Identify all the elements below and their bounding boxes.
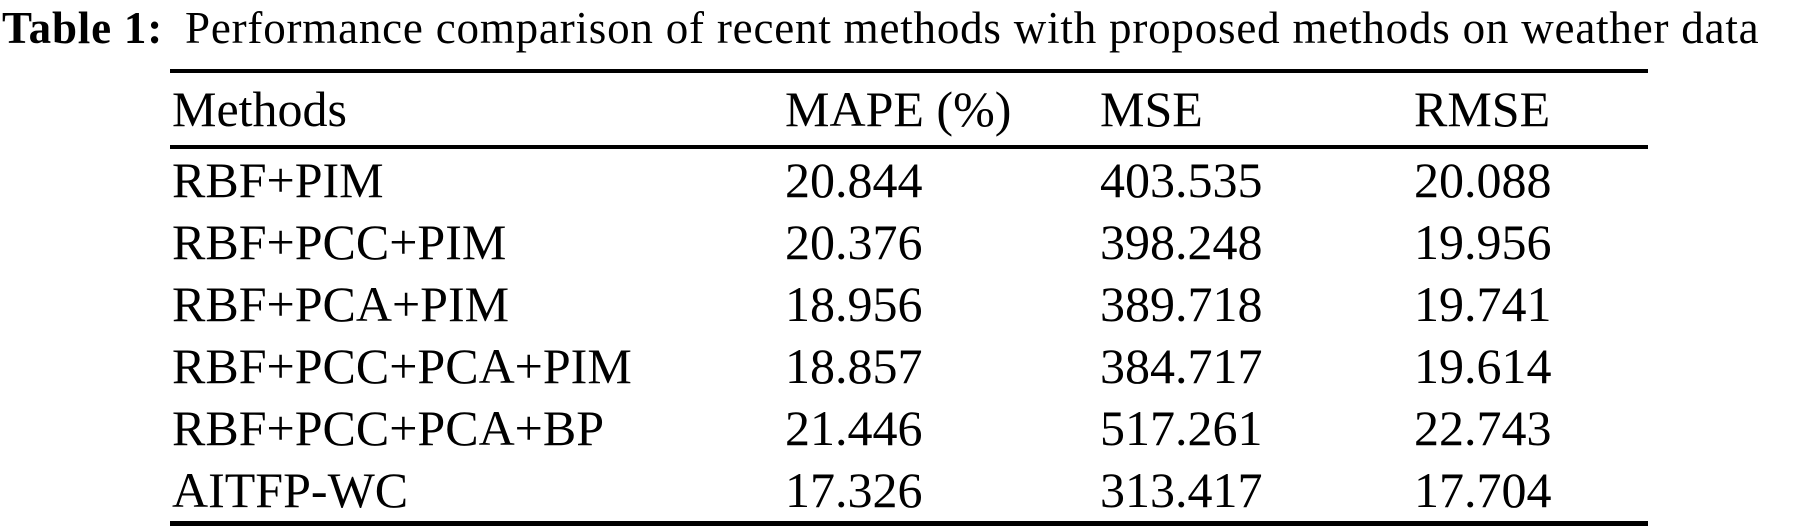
rmse-cell: 22.743 xyxy=(1414,400,1552,456)
rmse-cell: 19.956 xyxy=(1414,214,1552,270)
rmse-cell: 19.741 xyxy=(1414,276,1552,332)
mape-cell: 18.956 xyxy=(785,276,923,332)
method-cell: RBF+PCC+PCA+PIM xyxy=(172,338,632,394)
col-header-mape: MAPE (%) xyxy=(783,71,1098,149)
table-row: RBF+PCC+PCA+BP 21.446 517.261 22.743 xyxy=(170,397,1648,459)
table-caption: Table 1: Performance comparison of recent… xyxy=(2,2,1759,54)
mape-cell: 18.857 xyxy=(785,338,923,394)
method-cell: RBF+PCA+PIM xyxy=(172,276,510,332)
mape-cell: 20.844 xyxy=(785,152,923,208)
col-header-rmse: RMSE xyxy=(1412,71,1648,149)
mse-cell: 403.535 xyxy=(1100,152,1263,208)
mse-cell: 398.248 xyxy=(1100,214,1263,270)
mape-cell: 20.376 xyxy=(785,214,923,270)
results-table: Methods MAPE (%) MSE RMSE RBF+PIM 20.844… xyxy=(170,69,1648,526)
table-caption-text: Performance comparison of recent methods… xyxy=(185,3,1760,53)
mse-cell: 389.718 xyxy=(1100,276,1263,332)
mse-cell: 384.717 xyxy=(1100,338,1263,394)
method-cell: AITFP-WC xyxy=(172,462,409,518)
col-header-methods: Methods xyxy=(170,71,783,149)
mape-cell: 21.446 xyxy=(785,400,923,456)
method-cell: RBF+PIM xyxy=(172,152,384,208)
rmse-cell: 19.614 xyxy=(1414,338,1552,394)
table-row: RBF+PCA+PIM 18.956 389.718 19.741 xyxy=(170,273,1648,335)
method-cell: RBF+PCC+PIM xyxy=(172,214,507,270)
table-row: RBF+PCC+PCA+PIM 18.857 384.717 19.614 xyxy=(170,335,1648,397)
mape-cell: 17.326 xyxy=(785,462,923,518)
mse-cell: 313.417 xyxy=(1100,462,1263,518)
table-row: AITFP-WC 17.326 313.417 17.704 xyxy=(170,459,1648,524)
table-row: RBF+PIM 20.844 403.535 20.088 xyxy=(170,147,1648,211)
results-table-wrap: Methods MAPE (%) MSE RMSE RBF+PIM 20.844… xyxy=(170,69,1648,526)
rmse-cell: 20.088 xyxy=(1414,152,1552,208)
table-row: RBF+PCC+PIM 20.376 398.248 19.956 xyxy=(170,211,1648,273)
col-header-mse: MSE xyxy=(1098,71,1412,149)
rmse-cell: 17.704 xyxy=(1414,462,1552,518)
header-row: Methods MAPE (%) MSE RMSE xyxy=(170,71,1648,149)
mse-cell: 517.261 xyxy=(1100,400,1263,456)
table-caption-label: Table 1: xyxy=(2,3,164,53)
method-cell: RBF+PCC+PCA+BP xyxy=(172,400,605,456)
